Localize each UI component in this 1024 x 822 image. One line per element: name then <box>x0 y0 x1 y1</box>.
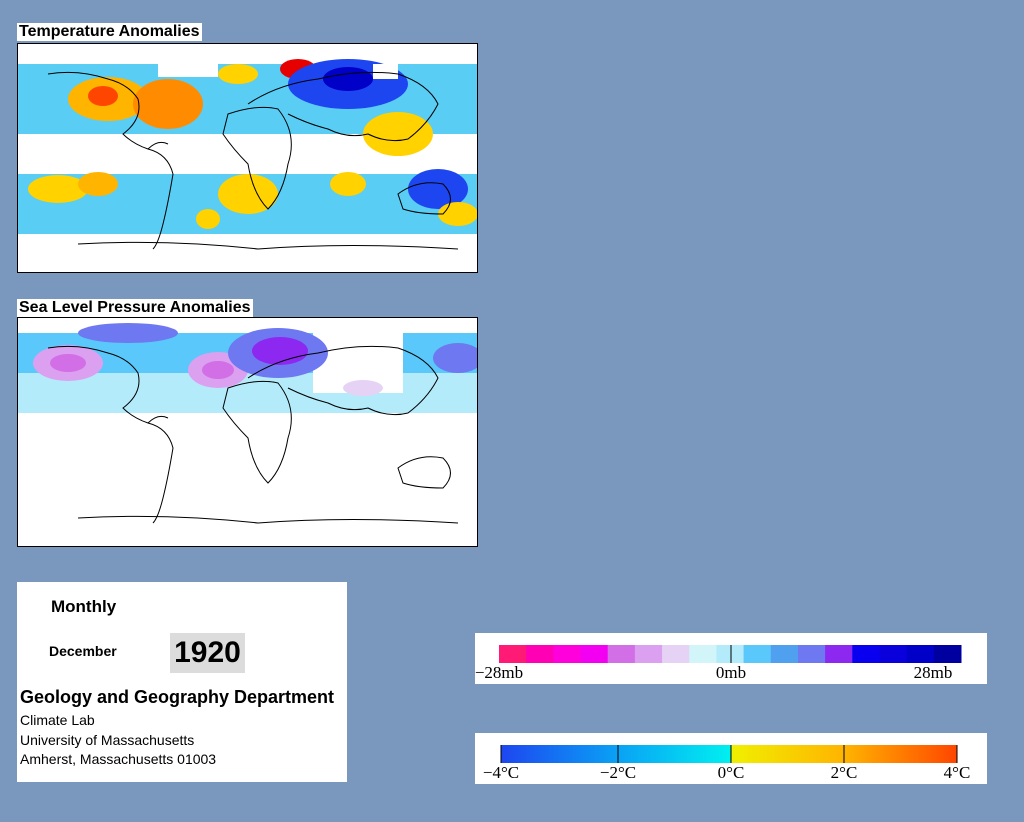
pressure-swatch <box>662 645 690 663</box>
month-label: December <box>49 643 117 659</box>
pressure-color-legend: −28mb 0mb 28mb <box>475 633 987 684</box>
pressure-swatch <box>716 645 745 663</box>
temperature-swatches <box>501 745 957 763</box>
pressure-swatch <box>526 645 554 663</box>
pressure-swatch <box>906 645 935 663</box>
pressure-swatches <box>499 645 962 663</box>
department-name: Geology and Geography Department <box>20 687 335 707</box>
pressure-anomaly-map <box>17 317 478 547</box>
pressure-tick-min: −28mb <box>475 663 523 682</box>
pressure-swatch <box>797 645 826 663</box>
info-panel: Monthly December 1920 Geology and Geogra… <box>17 582 347 782</box>
pressure-swatch <box>879 645 908 663</box>
temperature-tick-plus4: 4°C <box>944 763 971 782</box>
pressure-tick-zero: 0mb <box>716 663 746 682</box>
temperature-anomaly-map <box>17 43 478 273</box>
pressure-swatch <box>553 645 582 663</box>
year-label: 1920 <box>170 633 245 673</box>
temperature-tick-plus2: 2°C <box>831 763 858 782</box>
temperature-color-legend: −4°C −2°C 0°C 2°C 4°C <box>475 733 987 784</box>
pressure-swatch <box>634 645 663 663</box>
pressure-swatch <box>580 645 609 663</box>
pressure-swatch <box>743 645 772 663</box>
temperature-map-title: Temperature Anomalies <box>17 23 202 41</box>
temperature-cold-band <box>501 745 731 763</box>
pressure-tick-max: 28mb <box>914 663 953 682</box>
pressure-swatch <box>825 645 853 663</box>
pressure-swatch <box>933 645 962 663</box>
temperature-tick-zero: 0°C <box>718 763 745 782</box>
university-name: University of Massachusetts <box>20 732 195 748</box>
temperature-tick-minus4: −4°C <box>483 763 519 782</box>
pressure-map-title: Sea Level Pressure Anomalies <box>17 299 253 317</box>
frequency-label: Monthly <box>51 597 117 616</box>
pressure-swatch <box>499 645 527 663</box>
pressure-swatch <box>770 645 799 663</box>
pressure-swatch <box>607 645 636 663</box>
lab-name: Climate Lab <box>20 712 95 728</box>
pressure-swatch <box>852 645 880 663</box>
temperature-tick-minus2: −2°C <box>600 763 636 782</box>
address: Amherst, Massachusetts 01003 <box>20 751 217 767</box>
pressure-swatch <box>689 645 717 663</box>
